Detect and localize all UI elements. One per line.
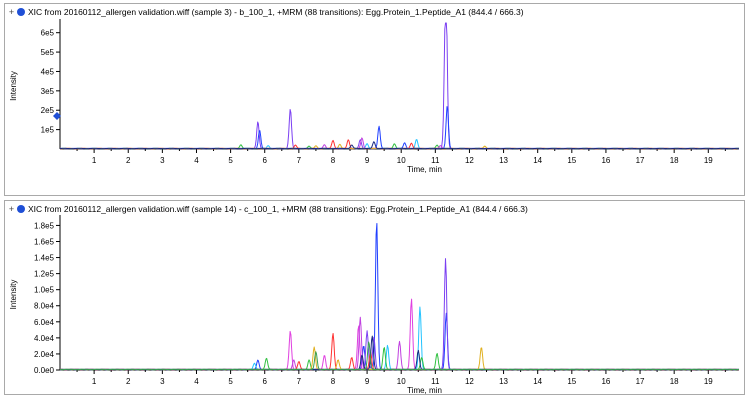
y-tick-label: 1.0e5 bbox=[34, 286, 55, 295]
y-tick-label: 1.2e5 bbox=[34, 270, 55, 279]
y-tick-label: 5e5 bbox=[41, 48, 55, 57]
y-tick-label: 1.4e5 bbox=[34, 254, 55, 263]
x-tick-label: 4 bbox=[194, 377, 199, 386]
chart-title-bar: + XIC from 20160112_allergen validation.… bbox=[7, 202, 528, 216]
x-tick-label: 2 bbox=[126, 156, 131, 165]
x-tick-label: 12 bbox=[465, 156, 474, 165]
x-tick-label: 2 bbox=[126, 377, 131, 386]
x-tick-label: 10 bbox=[397, 377, 406, 386]
x-tick-label: 16 bbox=[601, 377, 610, 386]
x-tick-label: 1 bbox=[92, 377, 97, 386]
x-axis-title: Time, min bbox=[407, 165, 442, 174]
x-tick-label: 5 bbox=[228, 156, 233, 165]
chart-panel-top[interactable]: + XIC from 20160112_allergen validation.… bbox=[4, 3, 745, 196]
series-trace bbox=[59, 347, 740, 371]
y-axis-title: Intensity bbox=[9, 71, 18, 101]
x-tick-label: 11 bbox=[431, 156, 440, 165]
series-trace bbox=[59, 22, 740, 150]
series-trace bbox=[59, 106, 739, 150]
x-tick-label: 14 bbox=[533, 377, 542, 386]
series-trace bbox=[60, 139, 739, 150]
expand-plus-icon[interactable]: + bbox=[8, 203, 15, 214]
series-trace bbox=[60, 316, 739, 371]
y-tick-label: 2.0e4 bbox=[34, 350, 55, 359]
expand-plus-icon[interactable]: + bbox=[8, 6, 15, 17]
series-trace bbox=[60, 333, 740, 371]
y-tick-label: 6.0e4 bbox=[34, 318, 55, 327]
x-tick-label: 3 bbox=[160, 156, 165, 165]
y-tick-label: 0.0e0 bbox=[34, 366, 55, 375]
xic-chart-1: 1 2 3 4 5 6 7 8 9 10 11 12 13 14 15 16 17 18 191e52e53e54e… bbox=[9, 19, 740, 174]
x-tick-label: 1 bbox=[92, 156, 97, 165]
x-tick-label: 19 bbox=[704, 156, 713, 165]
y-tick-label: 1e5 bbox=[41, 126, 55, 135]
x-tick-label: 15 bbox=[567, 377, 576, 386]
x-tick-label: 6 bbox=[262, 377, 267, 386]
y-tick-label: 4.0e4 bbox=[34, 334, 55, 343]
x-tick-label: 7 bbox=[297, 377, 302, 386]
xic-chart-2: 1 2 3 4 5 6 7 8 9 10 11 12 13 14 15 16 17 18 190.0e02.0e44… bbox=[9, 215, 740, 395]
chart-panel-bottom[interactable]: + XIC from 20160112_allergen validation.… bbox=[4, 200, 745, 395]
x-tick-label: 14 bbox=[533, 156, 542, 165]
x-tick-label: 8 bbox=[331, 156, 336, 165]
x-tick-label: 17 bbox=[636, 156, 645, 165]
y-tick-label: 1.8e5 bbox=[34, 221, 55, 230]
x-tick-label: 12 bbox=[465, 377, 474, 386]
y-axis-title: Intensity bbox=[9, 280, 18, 310]
x-tick-label: 17 bbox=[636, 377, 645, 386]
x-tick-label: 15 bbox=[567, 156, 576, 165]
x-tick-label: 5 bbox=[228, 377, 233, 386]
y-tick-label: 2e5 bbox=[41, 106, 55, 115]
x-axis-title: Time, min bbox=[407, 386, 442, 395]
x-tick-label: 11 bbox=[431, 377, 440, 386]
series-trace bbox=[60, 346, 739, 371]
y-tick-label: 3e5 bbox=[41, 87, 55, 96]
y-tick-label: 8.0e4 bbox=[34, 302, 55, 311]
y-tick-label: 1.6e5 bbox=[34, 237, 55, 246]
series-trace bbox=[60, 341, 739, 371]
x-tick-label: 13 bbox=[499, 156, 508, 165]
x-tick-label: 7 bbox=[297, 156, 302, 165]
x-tick-label: 16 bbox=[601, 156, 610, 165]
x-tick-label: 18 bbox=[670, 156, 679, 165]
series-trace bbox=[59, 139, 739, 150]
trace-dot-icon[interactable] bbox=[17, 8, 25, 16]
x-tick-label: 3 bbox=[160, 377, 165, 386]
x-tick-label: 13 bbox=[499, 377, 508, 386]
x-tick-label: 18 bbox=[670, 377, 679, 386]
x-tick-label: 6 bbox=[262, 156, 267, 165]
x-tick-label: 9 bbox=[365, 156, 370, 165]
series-trace bbox=[60, 306, 739, 371]
chart-title: XIC from 20160112_allergen validation.wi… bbox=[28, 204, 528, 214]
series-trace bbox=[60, 141, 739, 150]
chart-title: XIC from 20160112_allergen validation.wi… bbox=[28, 7, 524, 17]
y-tick-label: 6e5 bbox=[41, 29, 55, 38]
threshold-marker-icon[interactable] bbox=[53, 112, 61, 121]
series-trace bbox=[60, 223, 739, 371]
x-tick-label: 9 bbox=[365, 377, 370, 386]
series-trace bbox=[60, 298, 739, 371]
trace-dot-icon[interactable] bbox=[17, 205, 25, 213]
y-tick-label: 4e5 bbox=[41, 67, 55, 76]
x-tick-label: 10 bbox=[397, 156, 406, 165]
series-trace bbox=[60, 137, 739, 150]
series-trace bbox=[60, 258, 739, 371]
chart-title-bar: + XIC from 20160112_allergen validation.… bbox=[7, 5, 524, 19]
x-tick-label: 19 bbox=[704, 377, 713, 386]
x-tick-label: 8 bbox=[331, 377, 336, 386]
x-tick-label: 4 bbox=[194, 156, 199, 165]
